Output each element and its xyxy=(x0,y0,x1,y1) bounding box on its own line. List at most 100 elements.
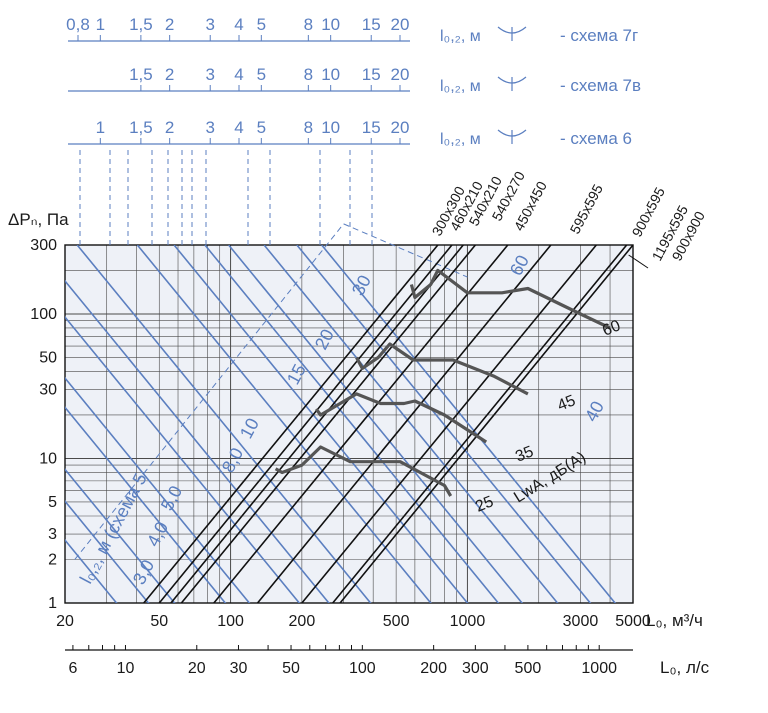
throw-scale-tick-label: 1 xyxy=(96,118,105,137)
noise-curve xyxy=(274,445,453,497)
noise-level-label: 25 xyxy=(473,493,496,515)
throw-scale-tick-label: 20 xyxy=(391,15,410,34)
ls-tick-label: 6 xyxy=(68,660,77,677)
ls-tick-label: 20 xyxy=(188,660,206,677)
y-tick-label: 3 xyxy=(48,526,57,543)
grid xyxy=(65,245,633,603)
scheme-label: - схема 7г xyxy=(560,26,638,45)
x-tick-label: 3000 xyxy=(563,613,599,630)
throw-scale-tick-label: 5 xyxy=(257,65,266,84)
throw-line xyxy=(65,468,176,603)
x-tick-label: 1000 xyxy=(450,613,486,630)
noise-curve xyxy=(355,342,529,396)
y-tick-label: 30 xyxy=(39,382,57,399)
ls-tick-label: 300 xyxy=(462,660,489,677)
x-tick-label: 50 xyxy=(150,613,168,630)
throw-scale-label: l₀,₂, м xyxy=(440,78,481,95)
throw-scale-tick-label: 3 xyxy=(205,65,214,84)
throw-scale-tick-label: 3 xyxy=(205,118,214,137)
y-axis-label: ΔPₙ, Па xyxy=(8,210,69,229)
scheme5-dashed-line xyxy=(74,223,344,560)
throw-line xyxy=(76,245,372,603)
y-tick-label: 50 xyxy=(39,349,57,366)
y-tick-label: 300 xyxy=(30,237,57,254)
throw-scale-tick-label: 5 xyxy=(257,15,266,34)
ls-tick-label: 200 xyxy=(420,660,447,677)
throw-scale-tick-label: 4 xyxy=(234,118,243,137)
noise-curve xyxy=(409,268,611,330)
throw-line xyxy=(321,245,617,603)
throw-line xyxy=(204,245,500,603)
size-line xyxy=(301,245,597,603)
throw-scale-tick-label: 8 xyxy=(304,65,313,84)
throw-line xyxy=(136,245,432,603)
throw-scale-tick-label: 1,5 xyxy=(129,118,153,137)
ls-tick-label: 100 xyxy=(349,660,376,677)
ls-tick-label: 30 xyxy=(230,660,248,677)
scheme5-dashed-line xyxy=(343,223,468,278)
x-tick-label: 200 xyxy=(289,613,316,630)
y-tick-label: 2 xyxy=(48,551,57,568)
size-line xyxy=(158,245,453,603)
size-label: 595x595 xyxy=(567,181,606,236)
ls-tick-label: 50 xyxy=(282,660,300,677)
size-line xyxy=(332,245,628,603)
noise-curve xyxy=(314,392,488,444)
throw-scale-tick-label: 1 xyxy=(96,15,105,34)
throw-scale-tick-label: 15 xyxy=(362,65,381,84)
ls-tick-label: 500 xyxy=(515,660,542,677)
size-lines xyxy=(143,245,633,603)
throw-scale-tick-label: 15 xyxy=(362,15,381,34)
throw-line xyxy=(263,245,559,603)
throw-line xyxy=(296,245,592,603)
x-tick-label: 20 xyxy=(56,613,74,630)
ls-tick-label: 1000 xyxy=(581,660,617,677)
throw-line xyxy=(65,406,227,603)
ls-tick-label: 10 xyxy=(117,660,135,677)
throw-scale-tick-label: 20 xyxy=(391,118,410,137)
scheme-label: - схема 6 xyxy=(560,129,632,148)
scheme-label: - схема 7в xyxy=(560,76,641,95)
noise-curves xyxy=(274,268,611,497)
throw-scale-tick-label: 10 xyxy=(321,65,340,84)
y-tick-label: 10 xyxy=(39,450,57,467)
throw-scale-label: l₀,₂, м xyxy=(440,28,481,45)
throw-scale-tick-label: 2 xyxy=(165,118,174,137)
throw-scale-tick-label: 15 xyxy=(362,118,381,137)
throw-scale-tick-label: 8 xyxy=(304,118,313,137)
throw-scale-label: l₀,₂, м xyxy=(440,131,481,148)
throw-scale-tick-label: 8 xyxy=(304,15,313,34)
throw-scale-tick-label: 2 xyxy=(165,65,174,84)
throw-line xyxy=(65,315,301,603)
y-tick-label: 100 xyxy=(30,306,57,323)
throw-scale-tick-label: 4 xyxy=(234,15,243,34)
x-axis-label: L₀, м³/ч xyxy=(646,611,703,630)
throw-scale-tick-label: 10 xyxy=(321,118,340,137)
throw-scale-tick-label: 2 xyxy=(165,15,174,34)
throw-scale-tick-label: 3 xyxy=(205,15,214,34)
throw-line xyxy=(173,245,469,603)
x-tick-label: 5000 xyxy=(615,613,651,630)
x-tick-label: 500 xyxy=(383,613,410,630)
size-line xyxy=(180,245,476,603)
noise-level-label: 35 xyxy=(513,443,536,465)
throw-scale-tick-label: 0,8 xyxy=(66,15,90,34)
throw-scale-tick-label: 20 xyxy=(391,65,410,84)
size-line xyxy=(339,245,633,603)
throw-scale-tick-label: 10 xyxy=(321,15,340,34)
throw-scale-tick-label: 4 xyxy=(234,65,243,84)
plot-area xyxy=(65,245,633,603)
size-line xyxy=(143,245,439,603)
y-tick-label: 1 xyxy=(48,595,57,612)
throw-line xyxy=(228,245,524,603)
throw-line xyxy=(65,279,330,603)
throw-lines xyxy=(65,245,617,603)
throw-scale-tick-label: 1,5 xyxy=(129,15,153,34)
plot-frame xyxy=(64,244,634,604)
throw-scale-tick-label: 5 xyxy=(257,118,266,137)
x-tick-label: 100 xyxy=(217,613,244,630)
size-line xyxy=(256,245,552,603)
throw-scale-tick-label: 1,5 xyxy=(129,65,153,84)
